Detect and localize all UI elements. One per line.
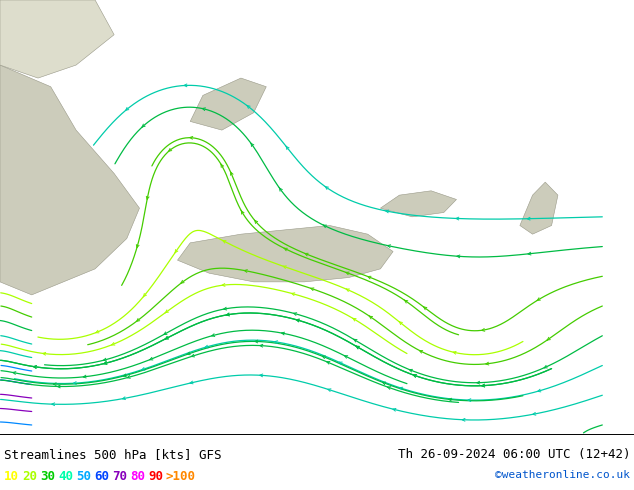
Text: 80: 80 (130, 470, 145, 483)
Text: Th 26-09-2024 06:00 UTC (12+42): Th 26-09-2024 06:00 UTC (12+42) (398, 448, 630, 461)
Polygon shape (178, 225, 393, 282)
Text: 30: 30 (40, 470, 55, 483)
Text: 50: 50 (76, 470, 91, 483)
Polygon shape (380, 191, 456, 217)
Polygon shape (190, 78, 266, 130)
Text: 70: 70 (112, 470, 127, 483)
Text: Streamlines 500 hPa [kts] GFS: Streamlines 500 hPa [kts] GFS (4, 448, 221, 461)
Text: 40: 40 (58, 470, 73, 483)
Text: 20: 20 (22, 470, 37, 483)
Polygon shape (0, 0, 114, 78)
Text: 10: 10 (4, 470, 19, 483)
Polygon shape (0, 65, 139, 295)
Text: >100: >100 (166, 470, 196, 483)
Polygon shape (520, 182, 558, 234)
Text: 90: 90 (148, 470, 163, 483)
Text: 60: 60 (94, 470, 109, 483)
Text: ©weatheronline.co.uk: ©weatheronline.co.uk (495, 470, 630, 480)
